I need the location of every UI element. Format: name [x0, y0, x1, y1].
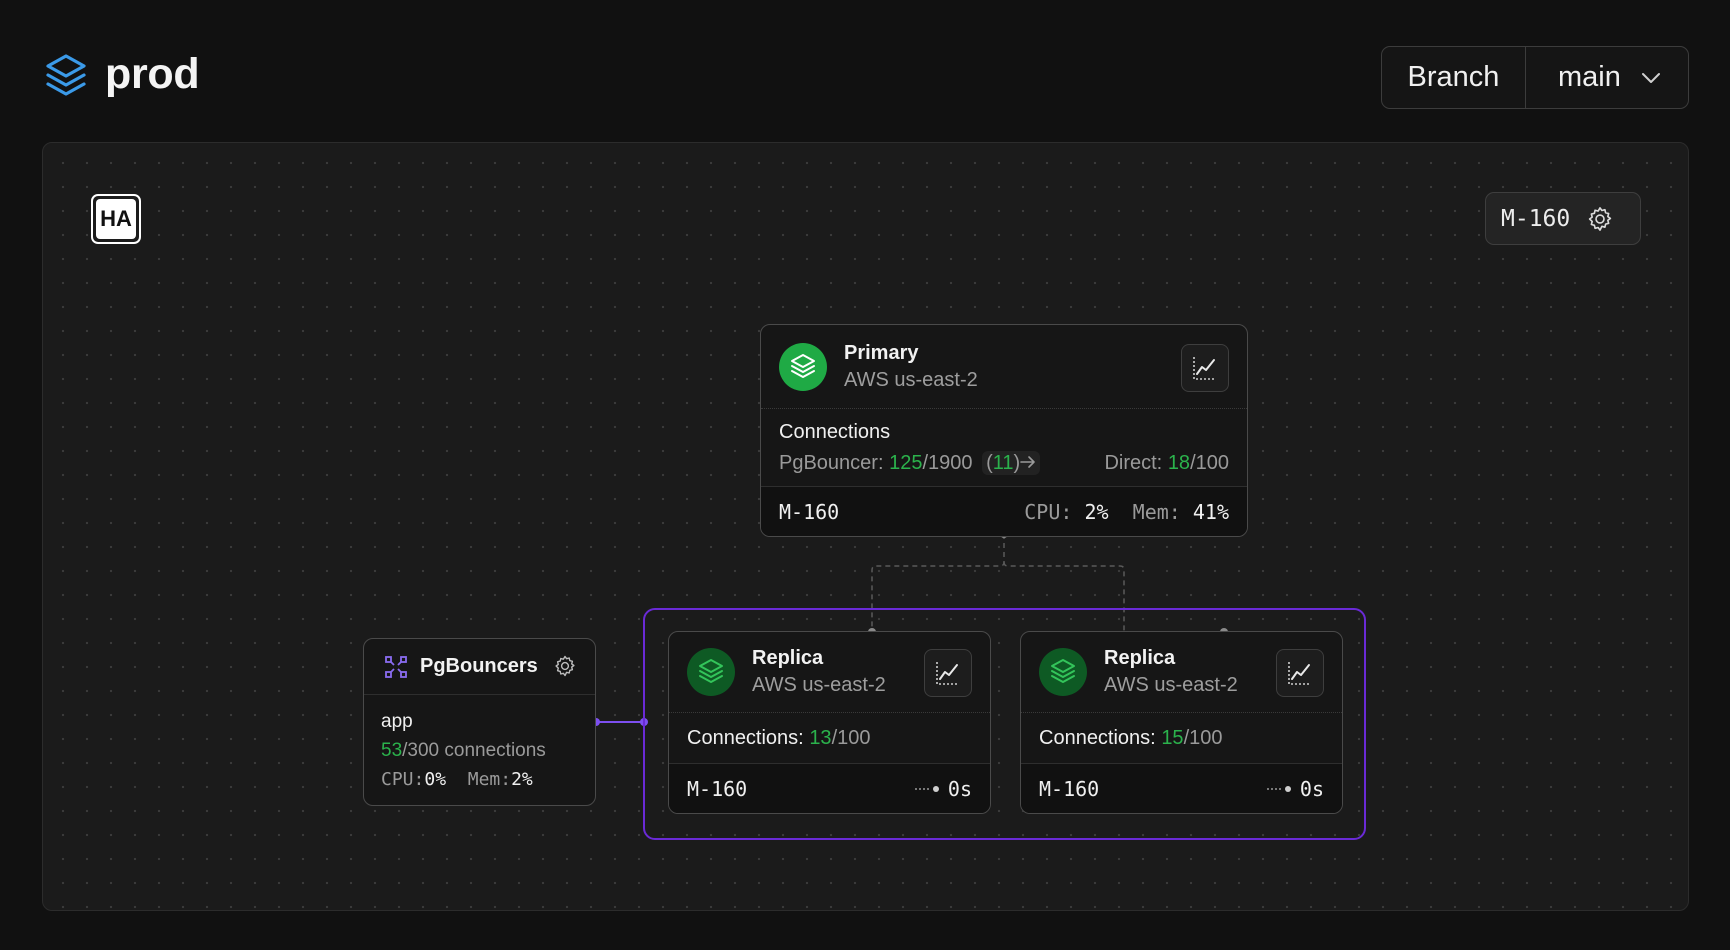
- replica-connections: Connections: 15/100: [1021, 713, 1342, 763]
- primary-footer: M-160 CPU: 2% Mem: 41%: [761, 486, 1247, 536]
- connections-title: Connections: [779, 421, 891, 443]
- pgbouncer-link[interactable]: (11): [982, 451, 1041, 475]
- database-icon: [1039, 648, 1087, 696]
- pool-connections-used: 53: [381, 740, 403, 761]
- topology-canvas[interactable]: HA M-160 Prim: [42, 142, 1689, 911]
- chart-icon: [936, 662, 959, 685]
- primary-region: AWS us-east-2: [844, 368, 978, 391]
- lag-dots-icon: [1266, 785, 1291, 792]
- branch-dropdown[interactable]: main: [1526, 47, 1688, 108]
- chart-icon: [1288, 662, 1311, 685]
- pgb-mem-label: Mem:: [467, 769, 512, 790]
- compute-size-label: M-160: [1501, 205, 1571, 232]
- mem-label: Mem:: [1132, 499, 1181, 524]
- replica-header: Replica AWS us-east-2: [669, 632, 990, 713]
- replica-connections-label: Connections:: [1039, 726, 1156, 749]
- primary-metrics-button[interactable]: [1181, 344, 1229, 392]
- network-icon: [385, 655, 407, 678]
- pgbouncer-extra: 11: [992, 452, 1014, 474]
- replica-size: M-160: [687, 776, 748, 801]
- cpu-value: 2%: [1084, 499, 1109, 524]
- replica-node-card[interactable]: Replica AWS us-east-2 Connections: 15/10…: [1020, 631, 1343, 814]
- replica-header: Replica AWS us-east-2: [1021, 632, 1342, 713]
- primary-header: Primary AWS us-east-2: [761, 325, 1247, 409]
- pgb-cpu-label: CPU:: [381, 769, 425, 790]
- replica-group[interactable]: [643, 608, 1366, 840]
- replica-region: AWS us-east-2: [752, 674, 886, 696]
- pgbouncer-max: /1900: [922, 452, 973, 474]
- gear-icon[interactable]: [553, 654, 577, 678]
- primary-node-card[interactable]: Primary AWS us-east-2 Connections PgBoun…: [760, 324, 1248, 537]
- direct-used: 18: [1167, 452, 1191, 474]
- pgb-cpu-value: 0%: [424, 769, 447, 790]
- ha-badge-label: HA: [96, 199, 136, 239]
- lag-dots-icon: [914, 785, 939, 792]
- replica-metrics-button[interactable]: [924, 649, 972, 697]
- replica-title: Replica: [1104, 647, 1176, 669]
- replica-footer: M-160 0s: [1021, 763, 1342, 813]
- database-icon: [779, 342, 827, 391]
- pool-name: app: [381, 711, 413, 732]
- pgbouncers-title: PgBouncers: [420, 655, 538, 677]
- replica-metrics-button[interactable]: [1276, 649, 1324, 697]
- replica-connections-max: /100: [831, 726, 871, 749]
- replica-connections-used: 15: [1161, 726, 1184, 749]
- cpu-label: CPU:: [1024, 499, 1073, 524]
- pool-connections-text: /300 connections: [402, 740, 546, 761]
- direct-max: /100: [1190, 452, 1229, 474]
- branch-selector[interactable]: Branch main: [1381, 46, 1689, 109]
- primary-size: M-160: [779, 499, 840, 524]
- ha-badge[interactable]: HA: [91, 194, 141, 244]
- replica-connections-label: Connections:: [687, 726, 804, 749]
- branch-value: main: [1558, 61, 1621, 93]
- primary-title: Primary: [844, 341, 919, 364]
- chart-icon: [1193, 357, 1216, 380]
- chevron-down-icon: [1641, 72, 1660, 83]
- arrow-right-icon: [1020, 456, 1035, 468]
- replica-footer: M-160 0s: [669, 763, 990, 813]
- replica-title: Replica: [752, 647, 824, 669]
- gear-icon: [1589, 206, 1612, 231]
- direct-label: Direct:: [1104, 452, 1163, 474]
- pgbouncers-header: PgBouncers: [364, 639, 595, 695]
- project-title: prod: [105, 50, 200, 98]
- replica-connections-max: /100: [1183, 726, 1223, 749]
- replica-connections: Connections: 13/100: [669, 713, 990, 763]
- replica-node-card[interactable]: Replica AWS us-east-2 Connections: 13/10…: [668, 631, 991, 814]
- branch-label: Branch: [1382, 47, 1526, 108]
- replica-lag: 0s: [947, 776, 972, 801]
- pgb-mem-value: 2%: [511, 769, 533, 790]
- mem-value: 41%: [1192, 499, 1229, 524]
- pgbouncer-used: 125: [889, 452, 923, 474]
- replica-lag: 0s: [1299, 776, 1324, 801]
- database-icon: [687, 648, 735, 696]
- pgbouncers-body: app 53/300 connections CPU:0% Mem:2%: [364, 695, 595, 805]
- compute-size-button[interactable]: M-160: [1485, 192, 1641, 245]
- replica-region: AWS us-east-2: [1104, 674, 1238, 696]
- layers-logo-icon: [46, 54, 86, 96]
- primary-connections: Connections PgBouncer: 125/1900 (11) Dir…: [761, 409, 1247, 486]
- pgbouncer-label: PgBouncer:: [779, 452, 884, 474]
- replica-size: M-160: [1039, 776, 1100, 801]
- pgbouncers-card[interactable]: PgBouncers app 53/300 connections CPU:0%…: [363, 638, 596, 806]
- replica-connections-used: 13: [809, 726, 832, 749]
